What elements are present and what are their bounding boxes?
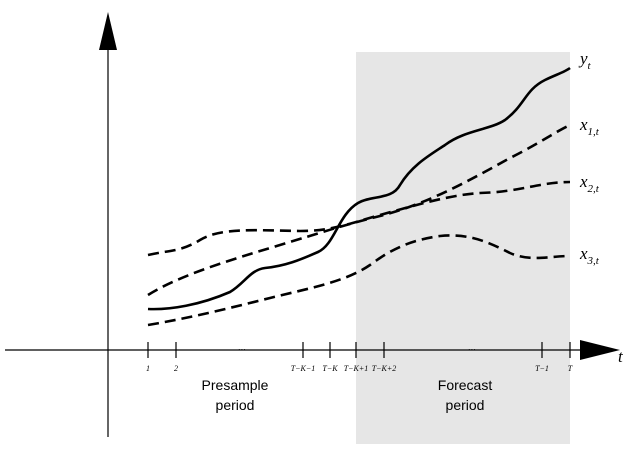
tick-label: T−K+2 (372, 364, 397, 373)
series-label-sub: 3,t (587, 255, 600, 267)
period-label: period (446, 397, 485, 413)
series-label-sub: 1,t (588, 126, 600, 138)
tick-label: 1 (146, 364, 150, 373)
tick-label: T−K+1 (344, 364, 369, 373)
tick-label: 2 (174, 364, 178, 373)
y-axis-arrow (99, 12, 117, 50)
curve-x3 (147, 234, 571, 327)
series-label-base: x (579, 244, 588, 263)
series-label: x3,t (579, 244, 600, 267)
curve-x2 (147, 180, 571, 257)
curve-x1 (147, 123, 571, 297)
period-label: Presample (202, 377, 269, 393)
tick-label: … (468, 343, 475, 352)
series-label: x2,t (579, 172, 600, 195)
axis-label: t (618, 347, 624, 366)
series-label: x1,t (579, 115, 600, 138)
curve-y (147, 66, 571, 311)
tick-label: T (568, 364, 573, 373)
series-label: yt (578, 49, 592, 72)
series-label-base: x (579, 115, 588, 134)
tick-label: T−1 (535, 364, 549, 373)
series-label-sub: 2,t (588, 183, 600, 195)
x-axis-arrow (580, 340, 620, 360)
tick-label: T−K−1 (291, 364, 316, 373)
series-label-sub: t (588, 60, 592, 72)
forecast-region (356, 52, 570, 444)
series-label-base: x (579, 172, 588, 191)
series-label-base: y (578, 49, 588, 68)
tick-label: … (238, 343, 245, 352)
period-label: Forecast (438, 377, 493, 393)
tick-label: T−K (322, 364, 338, 373)
period-label: period (216, 397, 255, 413)
